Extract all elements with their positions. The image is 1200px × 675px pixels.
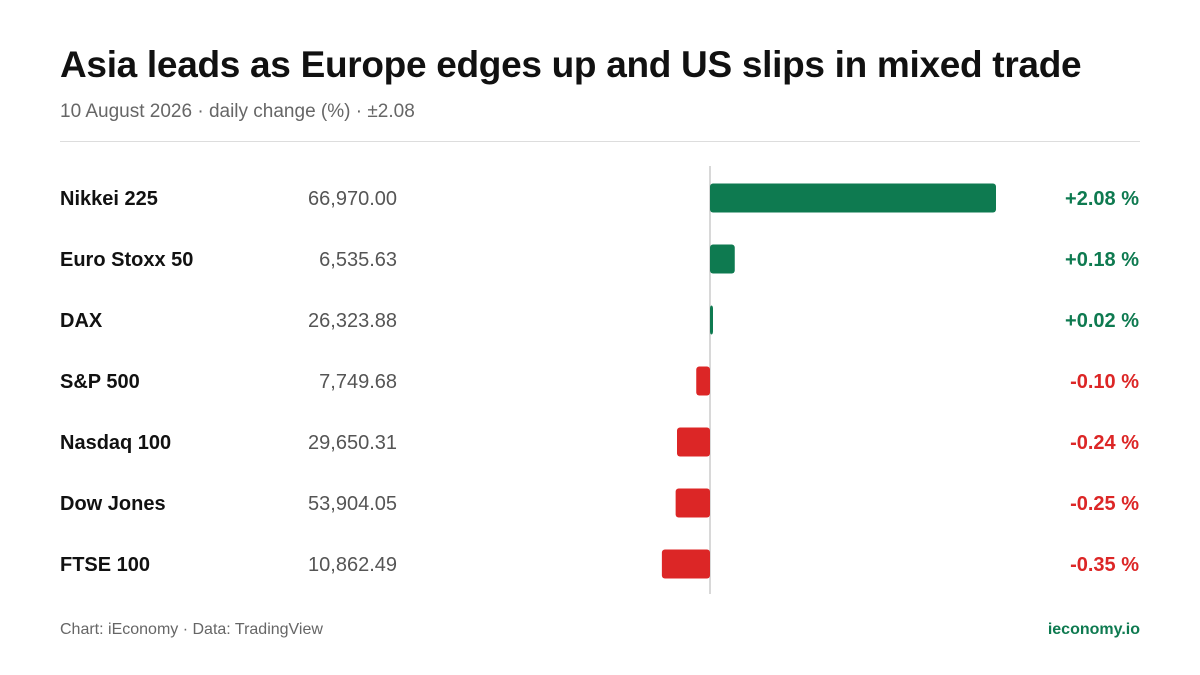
change-label: -0.24 % — [1070, 432, 1139, 454]
chart-subtitle: 10 August 2026 · daily change (%) · ±2.0… — [60, 101, 415, 122]
change-label: +0.02 % — [1065, 310, 1139, 332]
change-label: -0.35 % — [1070, 554, 1139, 576]
index-level: 29,650.31 — [308, 432, 397, 454]
index-level: 66,970.00 — [308, 188, 397, 210]
footer-brand-link[interactable]: ieconomy.io — [1047, 621, 1140, 638]
change-bar — [661, 549, 710, 579]
change-bar — [696, 366, 710, 396]
change-bar — [710, 183, 996, 213]
index-name: FTSE 100 — [60, 554, 150, 576]
index-level: 10,862.49 — [308, 554, 397, 576]
change-bar — [710, 244, 735, 274]
index-name: Dow Jones — [60, 493, 166, 515]
change-label: -0.25 % — [1070, 493, 1139, 515]
index-name: DAX — [60, 310, 103, 332]
chart-title: Asia leads as Europe edges up and US sli… — [60, 44, 1082, 85]
index-level: 6,535.63 — [319, 249, 397, 271]
index-name: Nikkei 225 — [60, 188, 158, 210]
index-level: 7,749.68 — [319, 371, 397, 393]
index-name: Nasdaq 100 — [60, 432, 171, 454]
change-label: -0.10 % — [1070, 371, 1139, 393]
index-name: S&P 500 — [60, 371, 140, 393]
change-label: +2.08 % — [1065, 188, 1139, 210]
index-level: 26,323.88 — [308, 310, 397, 332]
change-bar — [677, 427, 710, 457]
change-bar — [675, 488, 710, 518]
index-name: Euro Stoxx 50 — [60, 249, 193, 271]
change-label: +0.18 % — [1065, 249, 1139, 271]
change-bar — [710, 305, 713, 335]
header-divider — [60, 141, 1140, 142]
footer-source: Chart: iEconomy · Data: TradingView — [60, 621, 323, 638]
index-level: 53,904.05 — [308, 493, 397, 515]
